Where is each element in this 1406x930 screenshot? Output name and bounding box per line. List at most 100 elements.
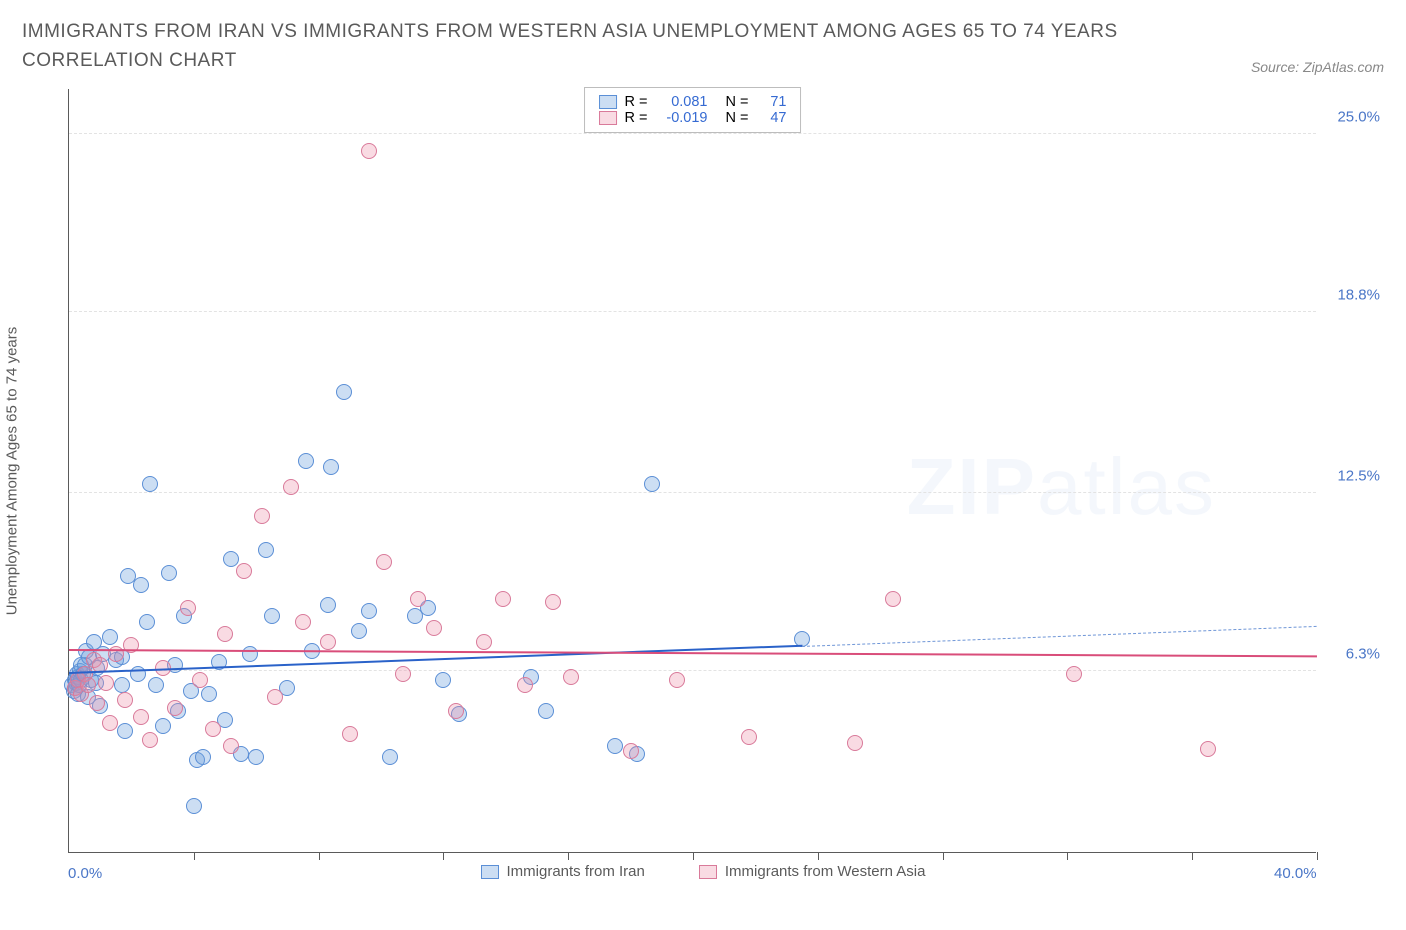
scatter-point-wasia (476, 634, 492, 650)
scatter-point-iran (351, 623, 367, 639)
r-value: 0.081 (656, 94, 708, 110)
scatter-point-wasia (283, 479, 299, 495)
scatter-point-wasia (545, 594, 561, 610)
scatter-point-wasia (236, 563, 252, 579)
scatter-point-wasia (563, 669, 579, 685)
y-tick-label: 18.8% (1337, 287, 1380, 304)
scatter-point-wasia (361, 143, 377, 159)
scatter-point-iran (148, 677, 164, 693)
scatter-point-iran (242, 646, 258, 662)
chart-container: Unemployment Among Ages 65 to 74 years R… (22, 89, 1384, 853)
legend-series-item: Immigrants from Iran (481, 863, 645, 880)
scatter-point-wasia (117, 692, 133, 708)
scatter-point-iran (133, 577, 149, 593)
scatter-point-iran (201, 686, 217, 702)
scatter-point-wasia (495, 591, 511, 607)
y-axis-label: Unemployment Among Ages 65 to 74 years (4, 327, 21, 616)
scatter-point-wasia (448, 703, 464, 719)
scatter-point-iran (114, 677, 130, 693)
legend-stats-row: R = -0.019 N = 47 (599, 110, 787, 126)
scatter-point-iran (117, 723, 133, 739)
r-value: -0.019 (656, 110, 708, 126)
scatter-point-wasia (167, 700, 183, 716)
n-value: 71 (756, 94, 786, 110)
n-label: N = (726, 94, 749, 110)
x-tick (1067, 852, 1068, 860)
series-legend: Immigrants from Iran Immigrants from West… (22, 863, 1384, 880)
scatter-point-wasia (142, 732, 158, 748)
scatter-point-wasia (80, 677, 96, 693)
correlation-legend: R = 0.081 N = 71 R = -0.019 N = 47 (584, 87, 802, 133)
scatter-point-wasia (741, 729, 757, 745)
scatter-point-wasia (223, 738, 239, 754)
legend-swatch (599, 95, 617, 109)
scatter-point-iran (139, 614, 155, 630)
scatter-point-wasia (133, 709, 149, 725)
scatter-point-iran (142, 476, 158, 492)
watermark-atlas: atlas (1037, 442, 1216, 531)
scatter-point-wasia (89, 695, 105, 711)
scatter-point-iran (323, 459, 339, 475)
y-tick-label: 12.5% (1337, 467, 1380, 484)
x-tick (1317, 852, 1318, 860)
scatter-point-iran (538, 703, 554, 719)
scatter-point-wasia (217, 626, 233, 642)
watermark: ZIPatlas (907, 441, 1216, 533)
scatter-point-wasia (102, 715, 118, 731)
scatter-point-wasia (98, 675, 114, 691)
plot-area: R =0.081N =71R =-0.019N =47 ZIPatlas 6.3… (68, 89, 1316, 853)
scatter-point-iran (102, 629, 118, 645)
scatter-point-iran (264, 608, 280, 624)
x-tick (693, 852, 694, 860)
x-tick (568, 852, 569, 860)
scatter-point-wasia (180, 600, 196, 616)
n-label: N = (726, 110, 749, 126)
y-tick-label: 25.0% (1337, 108, 1380, 125)
x-tick (194, 852, 195, 860)
legend-swatch (699, 865, 717, 879)
scatter-point-iran (258, 542, 274, 558)
x-tick (943, 852, 944, 860)
scatter-point-iran (607, 738, 623, 754)
scatter-point-wasia (254, 508, 270, 524)
scatter-point-wasia (376, 554, 392, 570)
gridline (69, 133, 1316, 134)
legend-series-label: Immigrants from Iran (507, 863, 645, 880)
r-label: R = (625, 94, 648, 110)
scatter-point-wasia (623, 743, 639, 759)
legend-swatch (599, 111, 617, 125)
scatter-point-iran (644, 476, 660, 492)
scatter-point-wasia (395, 666, 411, 682)
scatter-point-wasia (669, 672, 685, 688)
y-tick-label: 6.3% (1346, 646, 1380, 663)
legend-stats-row: R = 0.081 N = 71 (599, 94, 787, 110)
n-value: 47 (756, 110, 786, 126)
scatter-point-iran (248, 749, 264, 765)
scatter-point-iran (186, 798, 202, 814)
scatter-point-wasia (267, 689, 283, 705)
scatter-point-iran (195, 749, 211, 765)
scatter-point-wasia (320, 634, 336, 650)
scatter-point-wasia (192, 672, 208, 688)
scatter-point-iran (298, 453, 314, 469)
gridline (69, 492, 1316, 493)
x-tick (443, 852, 444, 860)
scatter-point-wasia (517, 677, 533, 693)
scatter-point-wasia (342, 726, 358, 742)
x-axis-min-label: 0.0% (68, 865, 102, 882)
scatter-point-wasia (1066, 666, 1082, 682)
scatter-point-iran (435, 672, 451, 688)
scatter-point-wasia (295, 614, 311, 630)
legend-series-label: Immigrants from Western Asia (725, 863, 926, 880)
chart-title: IMMIGRANTS FROM IRAN VS IMMIGRANTS FROM … (22, 18, 1142, 75)
x-axis-max-label: 40.0% (1274, 865, 1317, 882)
scatter-point-iran (336, 384, 352, 400)
r-label: R = (625, 110, 648, 126)
scatter-point-wasia (885, 591, 901, 607)
scatter-point-wasia (1200, 741, 1216, 757)
gridline (69, 670, 1316, 671)
source-label: Source: ZipAtlas.com (1251, 59, 1384, 75)
legend-swatch (481, 865, 499, 879)
x-tick (818, 852, 819, 860)
watermark-zip: ZIP (907, 442, 1037, 531)
